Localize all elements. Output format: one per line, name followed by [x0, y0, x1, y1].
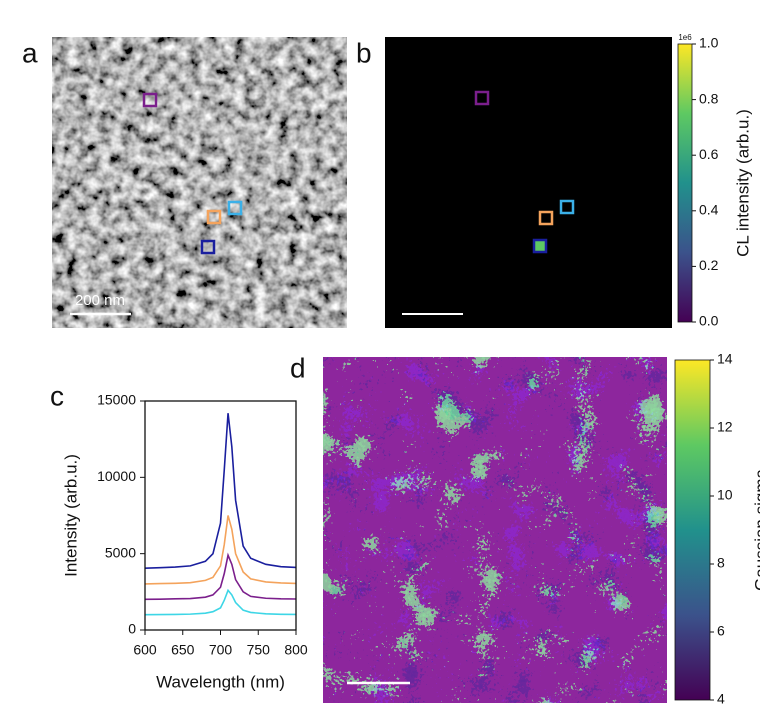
colorbar-tick-label: 1.0	[699, 35, 719, 51]
y-tick-label: 15000	[97, 392, 136, 408]
colorbar-tick-label: 6	[717, 623, 725, 639]
x-axis-label: Wavelength (nm)	[156, 672, 285, 691]
x-tick-label: 700	[209, 642, 233, 658]
spectrum-line	[144, 515, 297, 585]
x-tick-label: 600	[133, 642, 157, 658]
colorbar	[677, 43, 693, 323]
x-tick-label: 650	[171, 642, 195, 658]
panel-label: b	[356, 37, 372, 68]
colorbar-tick-label: 0.8	[699, 90, 719, 106]
colorbar	[674, 359, 711, 701]
spectrum-line	[144, 552, 297, 601]
cl-map	[385, 37, 672, 328]
colorbar-tick-label: 0.6	[699, 146, 719, 162]
spectrum-line	[144, 588, 297, 616]
colorbar-tick-label: 10	[717, 487, 733, 503]
colorbar-tick-label: 12	[717, 419, 733, 435]
y-axis-label: Intensity (arb.u.)	[61, 454, 80, 577]
x-tick-label: 800	[284, 642, 308, 658]
colorbar-tick-label: 14	[717, 351, 733, 367]
panel-label: c	[50, 380, 64, 411]
colorbar-tick-label: 4	[717, 691, 725, 707]
sem-image	[52, 37, 347, 328]
colorbar-tick-label: 0.4	[699, 202, 719, 218]
colorbar-tick-label: 0.2	[699, 257, 719, 273]
colorbar-label: CL intensity (arb.u.)	[733, 109, 752, 257]
colorbar-tick-label: 8	[717, 555, 725, 571]
y-tick-label: 5000	[105, 544, 136, 560]
panel-label: d	[290, 352, 306, 383]
colorbar-label: Gaussian sigma	[751, 469, 760, 591]
panel-label: a	[22, 37, 38, 68]
roi-markers	[142, 92, 243, 255]
roi-markers	[474, 90, 575, 254]
y-tick-label: 10000	[97, 468, 136, 484]
colorbar-tick-label: 0.0	[699, 313, 719, 329]
spectrum-line	[144, 413, 297, 569]
sigma-map	[323, 357, 667, 703]
scale-bar-label: 200 nm	[75, 292, 125, 309]
x-tick-label: 750	[247, 642, 271, 658]
colorbar-offset: 1e6	[678, 33, 692, 42]
y-tick-label: 0	[128, 621, 136, 637]
